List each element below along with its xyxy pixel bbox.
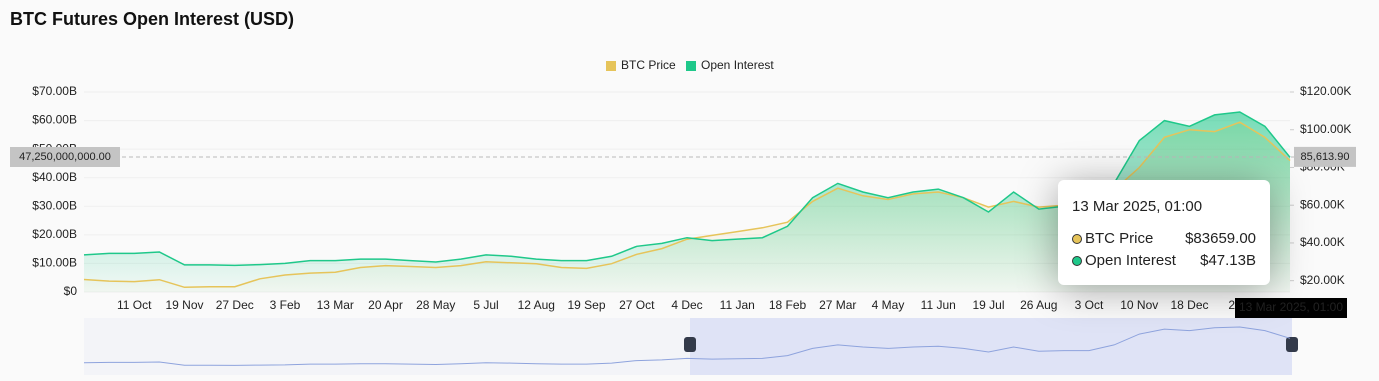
x-tick-label: 20 Apr xyxy=(368,298,403,312)
y-tick-label: $10.00B xyxy=(32,256,77,270)
crosshair-x-label: 13 Mar 2025, 01:00 xyxy=(1239,300,1343,314)
tooltip-row: Open Interest $47.13B xyxy=(1072,252,1256,272)
y2-tick-label: $20.00K xyxy=(1300,273,1345,287)
y2-tick-label: $100.00K xyxy=(1300,122,1351,136)
chart-title: BTC Futures Open Interest (USD) xyxy=(10,9,295,29)
x-tick-label: 3 Oct xyxy=(1075,298,1104,312)
y-tick-label: $30.00B xyxy=(32,198,77,212)
x-tick-label: 27 Oct xyxy=(619,298,655,312)
crosshair-label-box xyxy=(10,147,120,167)
x-tick-label: 4 Dec xyxy=(671,298,702,312)
navigator-line xyxy=(83,326,1291,366)
tooltip-value: $47.13B xyxy=(1200,252,1256,269)
x-tick-label: 12 Aug xyxy=(518,298,555,312)
area xyxy=(84,112,1290,292)
tooltip-name: Open Interest xyxy=(1085,252,1176,269)
x-tick-label: 5 Jul xyxy=(473,298,498,312)
x-tick-label: 18 Feb xyxy=(769,298,807,312)
x-tick-label: 18 Dec xyxy=(1170,298,1208,312)
y2-tick-label: $60.00K xyxy=(1300,197,1345,211)
x-tick-label: 27 Mar xyxy=(819,298,856,312)
x-tick-label: 27 Dec xyxy=(216,298,254,312)
crosshair-label: 85,613.90 xyxy=(1301,151,1350,163)
x-tick-label: 10 Nov xyxy=(1120,298,1158,312)
y-tick-label: $0 xyxy=(64,284,78,298)
x-tick-label: 13 Mar xyxy=(317,298,354,312)
y-tick-label: $60.00B xyxy=(32,113,77,127)
navigator-selection[interactable] xyxy=(690,318,1292,375)
y-tick-label: $20.00B xyxy=(32,227,77,241)
x-tick-label: 4 May xyxy=(872,298,905,312)
legend-label: BTC Price xyxy=(621,58,676,72)
tooltip-row: BTC Price $83659.00 xyxy=(1072,230,1256,250)
y-tick-label: $70.00B xyxy=(32,84,77,98)
x-tick-label: 26 Aug xyxy=(1020,298,1057,312)
navigator-handle[interactable] xyxy=(684,337,696,352)
legend-swatch xyxy=(686,61,696,71)
x-tick-label: 19 Sep xyxy=(567,298,605,312)
legend-swatch xyxy=(606,61,616,71)
crosshair-label: 47,250,000,000.00 xyxy=(19,151,111,163)
y-tick-label: $40.00B xyxy=(32,170,77,184)
legend-label: Open Interest xyxy=(701,58,774,72)
y2-tick-label: $120.00K xyxy=(1300,84,1351,98)
tooltip-title: 13 Mar 2025, 01:00 xyxy=(1072,198,1203,215)
x-tick-label: 19 Nov xyxy=(165,298,203,312)
tooltip-value: $83659.00 xyxy=(1185,230,1256,247)
tooltip-dot xyxy=(1072,256,1082,266)
x-tick-label: 11 Oct xyxy=(117,298,152,312)
x-tick-label: 28 May xyxy=(416,298,455,312)
tooltip-name: BTC Price xyxy=(1085,230,1154,247)
crosshair-x-box xyxy=(1235,298,1347,318)
tooltip: 13 Mar 2025, 01:00 BTC Price $83659.00 O… xyxy=(1058,180,1270,285)
x-tick-label: 11 Jun xyxy=(921,298,956,312)
x-tick-label: 3 Feb xyxy=(270,298,301,312)
y2-tick-label: $40.00K xyxy=(1300,235,1345,249)
navigator-handle[interactable] xyxy=(1286,337,1298,352)
x-tick-label: 11 Jan xyxy=(720,298,755,312)
tooltip-dot xyxy=(1072,234,1082,244)
x-tick-label: 19 Jul xyxy=(972,298,1004,312)
crosshair-label-box xyxy=(1294,146,1356,167)
